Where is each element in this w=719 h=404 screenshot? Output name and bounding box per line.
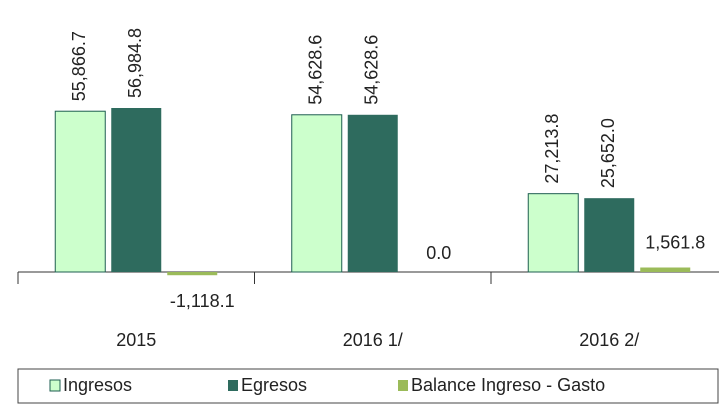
- legend-label: Egresos: [241, 375, 307, 395]
- legend-label: Ingresos: [63, 375, 132, 395]
- legend-swatch: [228, 380, 238, 391]
- x-tick-label: 2016 1/: [343, 330, 403, 350]
- bar: [167, 272, 218, 276]
- bar: [54, 110, 106, 273]
- x-tick-label: 2016 2/: [579, 330, 639, 350]
- data-label: -1,118.1: [170, 291, 235, 311]
- legend-swatch: [398, 380, 408, 391]
- bar: [291, 114, 343, 273]
- legend-box: [17, 368, 719, 404]
- data-label: 27,213.8: [542, 114, 562, 184]
- bar: [111, 108, 162, 272]
- bar: [640, 267, 691, 272]
- data-label: 25,652.0: [598, 118, 618, 188]
- data-label: 0.0: [426, 243, 451, 263]
- data-label: 56,984.8: [125, 28, 145, 98]
- data-label: 54,628.6: [306, 35, 326, 105]
- data-label: 54,628.6: [362, 35, 382, 105]
- bar: [584, 198, 635, 272]
- x-tick-label: 2015: [116, 330, 156, 350]
- bar: [527, 193, 579, 273]
- bar: [347, 114, 398, 272]
- legend-swatch: [49, 379, 61, 392]
- legend-label: Balance Ingreso - Gasto: [411, 375, 605, 395]
- data-label: 1,561.8: [645, 232, 705, 252]
- data-label: 55,866.7: [69, 31, 89, 101]
